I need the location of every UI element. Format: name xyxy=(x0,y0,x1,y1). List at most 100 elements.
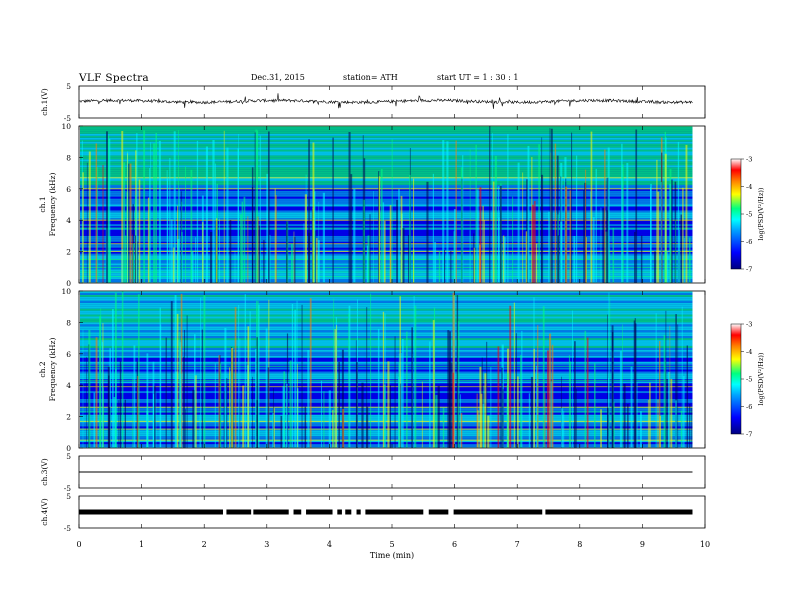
sferic-streak xyxy=(636,382,638,448)
sferic-streak xyxy=(366,406,369,448)
channel-label: ch.1 xyxy=(38,196,47,212)
station-label: station= ATH xyxy=(343,73,398,82)
frequency-band xyxy=(80,395,693,397)
frequency-band xyxy=(80,169,693,172)
sferic-streak xyxy=(234,307,237,448)
sferic-streak xyxy=(585,169,587,283)
sferic-streak xyxy=(554,143,557,283)
frequency-band xyxy=(80,436,693,439)
frequency-band xyxy=(80,340,693,343)
sferic-streak xyxy=(192,389,195,448)
sferic-streak xyxy=(640,411,642,448)
sferic-streak xyxy=(550,381,553,448)
sferic-streak xyxy=(607,407,610,448)
sferic-streak xyxy=(147,390,148,448)
sferic-streak xyxy=(476,393,478,448)
sferic-streak xyxy=(664,153,667,283)
frequency-band xyxy=(80,314,693,317)
sferic-streak xyxy=(435,394,438,448)
frequency-band xyxy=(80,414,693,417)
sferic-streak xyxy=(442,140,445,283)
frequency-band xyxy=(80,367,693,370)
y-tick-label: 10 xyxy=(61,122,71,131)
frequency-band xyxy=(80,204,693,207)
sferic-streak xyxy=(461,178,463,283)
frequency-band xyxy=(80,387,693,390)
sferic-streak xyxy=(607,147,610,283)
frequency-band xyxy=(80,355,693,358)
y-tick-label: -5 xyxy=(64,524,72,533)
frequency-band xyxy=(80,277,693,280)
sferic-streak xyxy=(666,378,668,448)
sferic-streak xyxy=(230,370,232,448)
sferic-streak xyxy=(226,378,228,448)
ch4-gap xyxy=(451,509,454,515)
sferic-streak xyxy=(353,188,356,283)
x-tick-label: 0 xyxy=(76,540,81,549)
sferic-streak xyxy=(664,250,667,283)
sferic-streak xyxy=(185,409,186,448)
sferic-streak xyxy=(154,386,156,448)
sferic-streak xyxy=(531,157,533,283)
sferic-streak xyxy=(96,167,98,283)
frequency-band xyxy=(80,308,693,311)
sferic-streak xyxy=(272,413,274,448)
sferic-streak xyxy=(241,201,243,283)
frequency-band xyxy=(80,218,693,221)
sferic-streak xyxy=(149,203,151,283)
frequency-band xyxy=(80,416,693,419)
sferic-streak xyxy=(216,218,218,283)
sferic-streak xyxy=(258,225,261,283)
sferic-streak xyxy=(121,291,124,448)
sferic-streak xyxy=(378,171,380,283)
y-axis-label: Frequency (kHz) xyxy=(48,173,57,237)
sferic-streak xyxy=(612,227,615,283)
frequency-band xyxy=(80,406,693,409)
sferic-streak xyxy=(267,367,270,448)
sferic-streak xyxy=(398,353,400,448)
sferic-streak xyxy=(328,390,331,448)
frequency-band xyxy=(80,430,693,433)
frequency-band xyxy=(80,186,693,189)
sferic-streak xyxy=(108,138,111,283)
frequency-band xyxy=(80,255,693,258)
sferic-streak xyxy=(434,242,437,283)
sferic-streak xyxy=(107,135,110,283)
sferic-streak xyxy=(88,330,91,448)
sferic-streak xyxy=(129,163,132,283)
sferic-streak xyxy=(409,175,411,283)
frequency-band xyxy=(80,243,693,246)
frequency-band xyxy=(80,247,693,250)
sferic-streak xyxy=(249,311,251,448)
frequency-band xyxy=(80,424,693,427)
sferic-streak xyxy=(259,135,261,283)
sferic-streak xyxy=(482,205,484,283)
colorbar-label: log(PSD(V²/Hz)) xyxy=(757,187,765,240)
sferic-streak xyxy=(181,201,183,283)
frequency-band xyxy=(80,167,693,170)
frequency-band xyxy=(80,178,693,181)
ch4-gap xyxy=(448,509,453,515)
sferic-streak xyxy=(356,362,358,448)
y-tick-label: -5 xyxy=(64,114,72,123)
sferic-streak xyxy=(486,341,488,448)
sferic-streak xyxy=(86,162,88,283)
frequency-band xyxy=(80,220,693,223)
sferic-streak xyxy=(367,235,370,283)
frequency-band xyxy=(80,412,693,415)
sferic-streak xyxy=(622,324,623,448)
sferic-streak xyxy=(138,294,140,448)
sferic-streak xyxy=(530,376,533,448)
sferic-streak xyxy=(220,363,222,448)
frequency-band xyxy=(80,184,693,187)
frequency-band xyxy=(80,216,693,219)
sferic-streak xyxy=(475,144,477,283)
frequency-band xyxy=(80,326,693,329)
frequency-band xyxy=(80,398,693,401)
sferic-streak xyxy=(291,243,293,283)
frequency-band xyxy=(80,422,693,425)
frequency-band xyxy=(80,396,693,399)
sferic-streak xyxy=(414,305,417,448)
frequency-band xyxy=(80,304,693,307)
sferic-streak xyxy=(338,361,340,448)
